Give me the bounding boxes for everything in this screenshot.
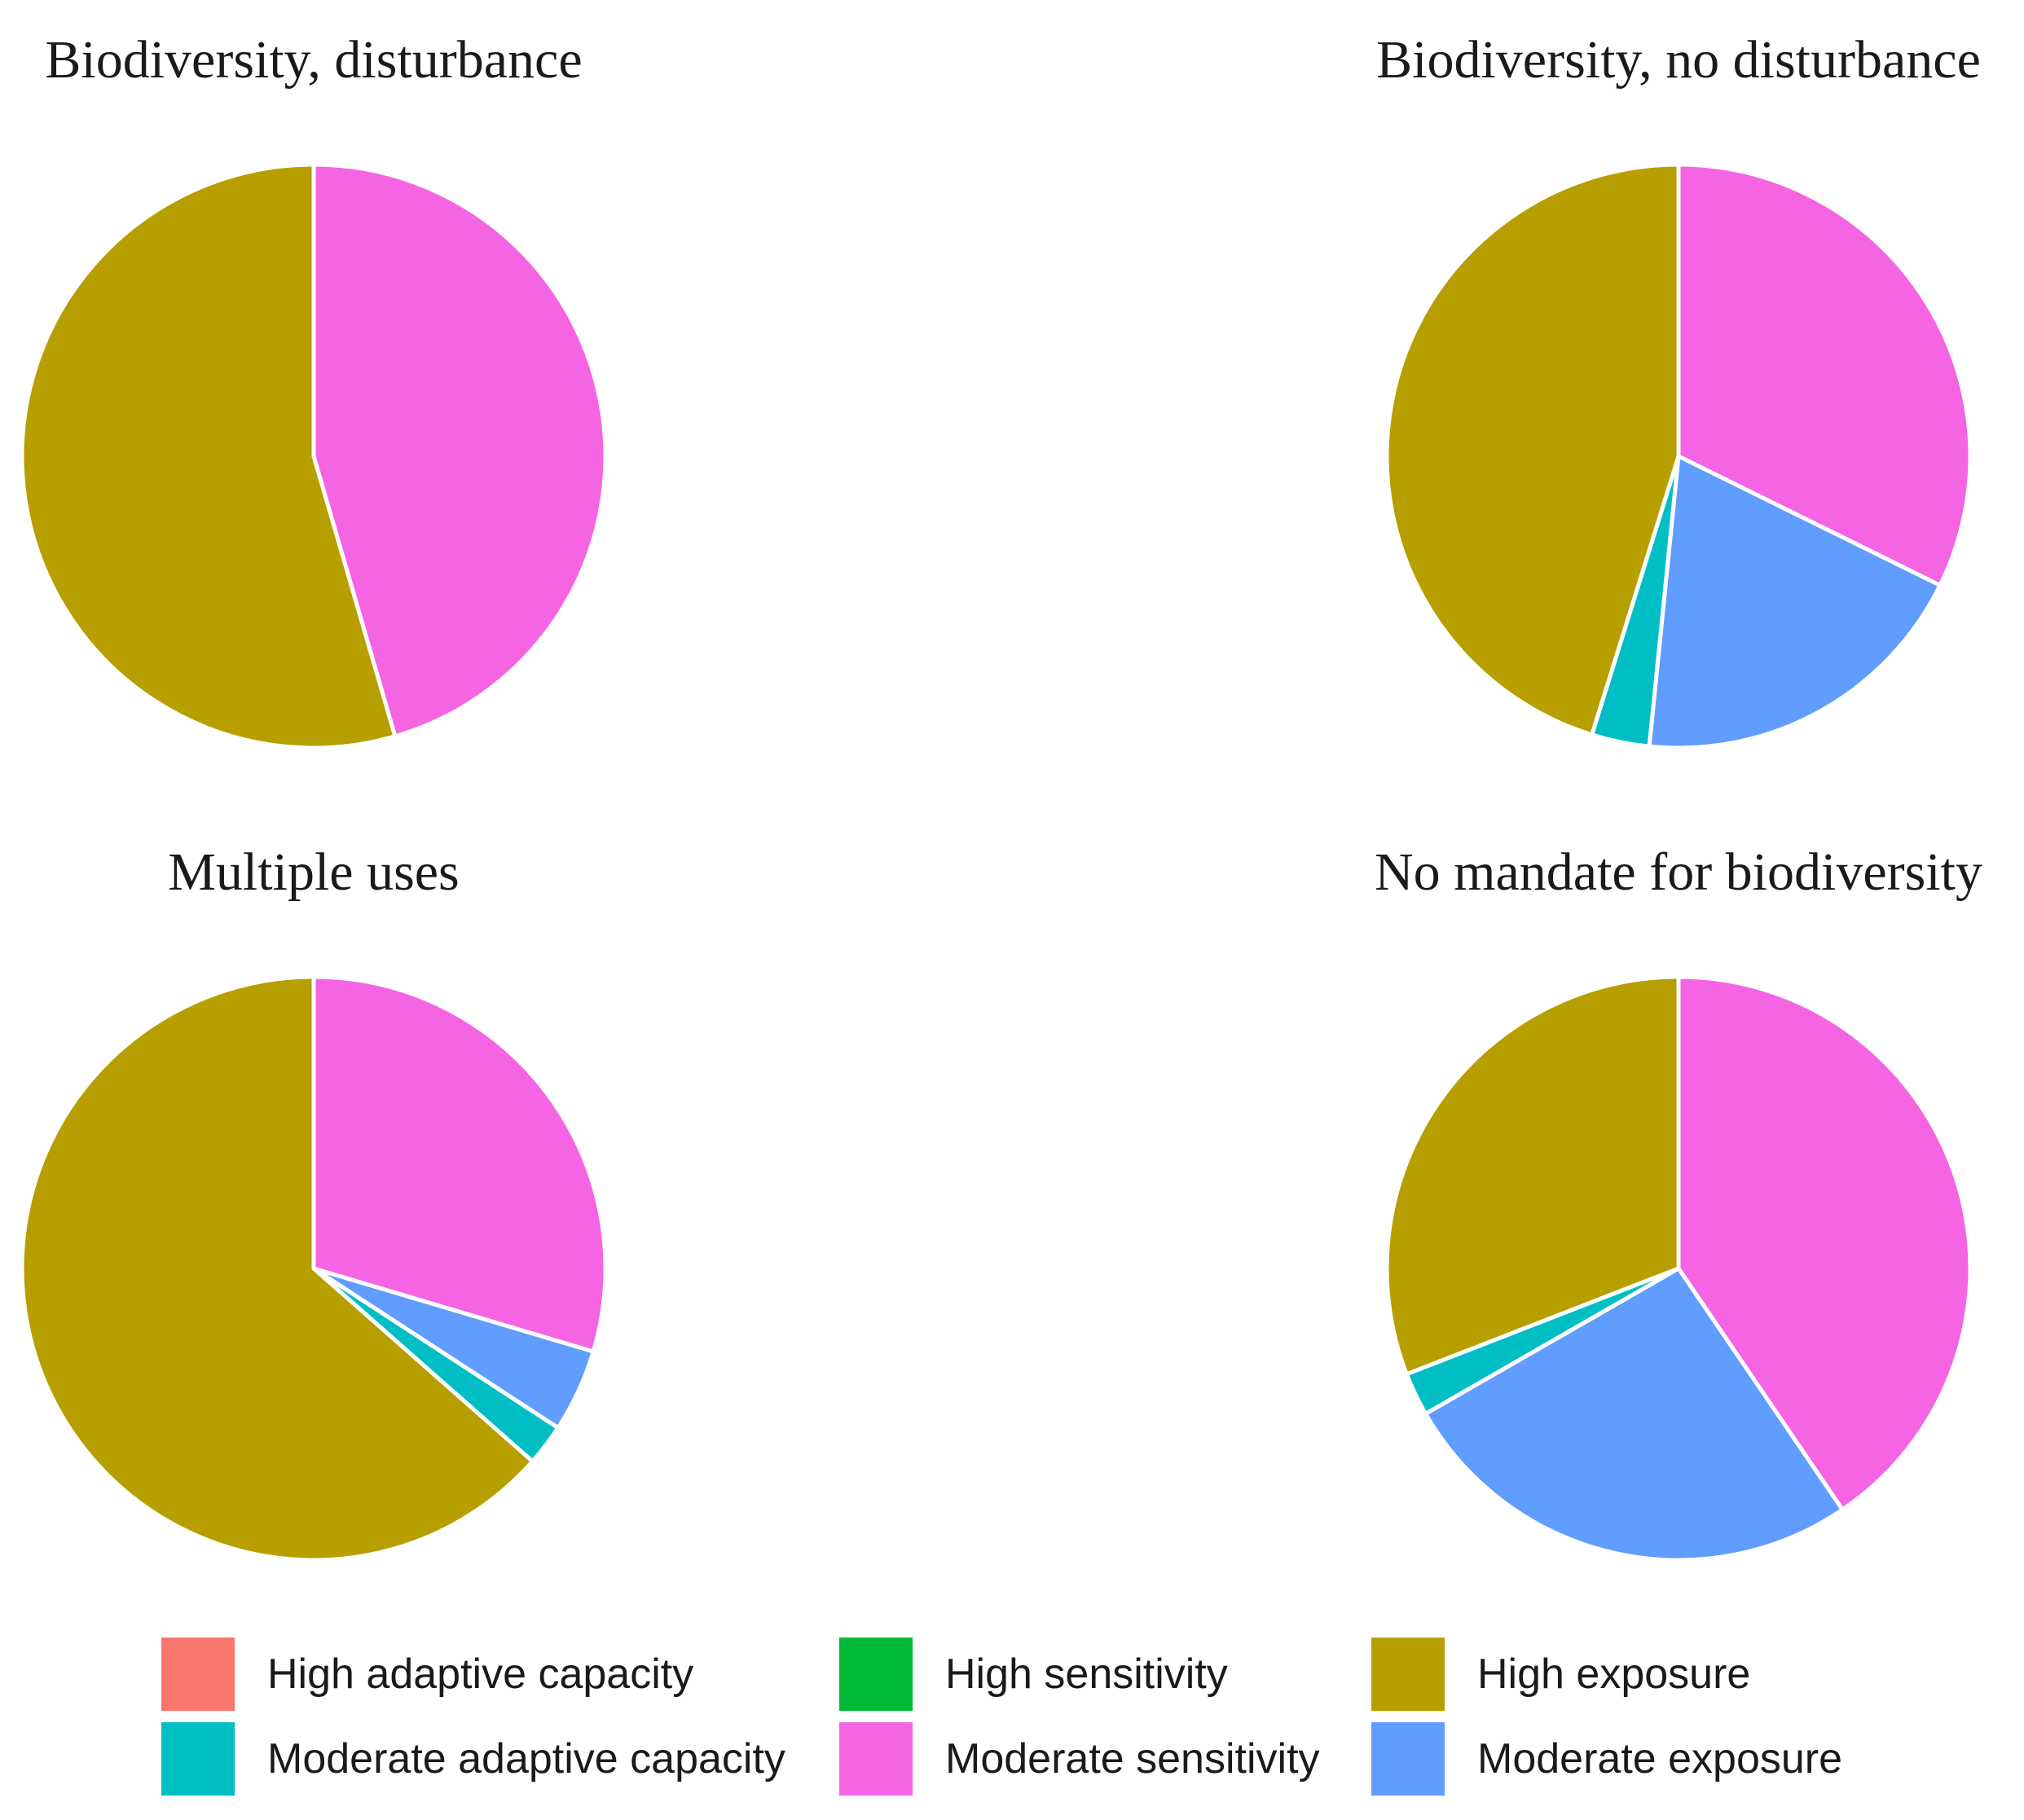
pie-slice-moderate-sensitivity bbox=[1676, 162, 1973, 588]
pie-biodiversity-disturbance bbox=[20, 162, 608, 750]
legend-key-moderate-exposure bbox=[1371, 1722, 1445, 1796]
pie-slice-high-exposure bbox=[20, 974, 535, 1563]
pie-biodiversity-no-disturbance bbox=[1384, 162, 1973, 750]
legend-key-high-sensitivity bbox=[839, 1638, 913, 1711]
panel-title-biodiversity-disturbance: Biodiversity, disturbance bbox=[45, 30, 582, 90]
legend-key-moderate-sensitivity bbox=[839, 1722, 913, 1796]
pie-no-mandate-for-biodiversity bbox=[1384, 974, 1973, 1563]
legend-key-moderate-adaptive-capacity bbox=[161, 1722, 235, 1796]
legend-label-moderate-adaptive-capacity: Moderate adaptive capacity bbox=[267, 1735, 785, 1783]
legend-label-high-exposure: High exposure bbox=[1477, 1651, 1750, 1698]
pie-slice-high-exposure bbox=[1384, 974, 1681, 1377]
pie-slice-moderate-sensitivity bbox=[311, 162, 608, 739]
legend-label-moderate-sensitivity: Moderate sensitivity bbox=[945, 1735, 1320, 1783]
pie-slice-moderate-exposure bbox=[1423, 1266, 1845, 1563]
pie-slice-high-exposure bbox=[20, 162, 398, 750]
panel-title-biodiversity-no-disturbance: Biodiversity, no disturbance bbox=[1376, 30, 1981, 90]
panel-title-no-mandate: No mandate for biodiversity bbox=[1375, 842, 1982, 902]
pie-slice-moderate-exposure bbox=[1647, 454, 1943, 750]
legend-label-high-sensitivity: High sensitivity bbox=[945, 1651, 1228, 1698]
pie-slice-moderate-sensitivity bbox=[311, 974, 608, 1354]
legend-label-moderate-exposure: Moderate exposure bbox=[1477, 1735, 1842, 1783]
legend-key-high-adaptive-capacity bbox=[161, 1638, 235, 1711]
legend-key-high-exposure bbox=[1371, 1638, 1445, 1711]
pie-multiple-uses bbox=[20, 974, 608, 1563]
legend: High adaptive capacity High sensitivity … bbox=[161, 1638, 1842, 1796]
pie-slice-high-exposure bbox=[1384, 162, 1681, 737]
legend-label-high-adaptive-capacity: High adaptive capacity bbox=[267, 1651, 693, 1698]
pie-slice-moderate-sensitivity bbox=[1676, 974, 1973, 1512]
panel-title-multiple-uses: Multiple uses bbox=[168, 842, 460, 902]
